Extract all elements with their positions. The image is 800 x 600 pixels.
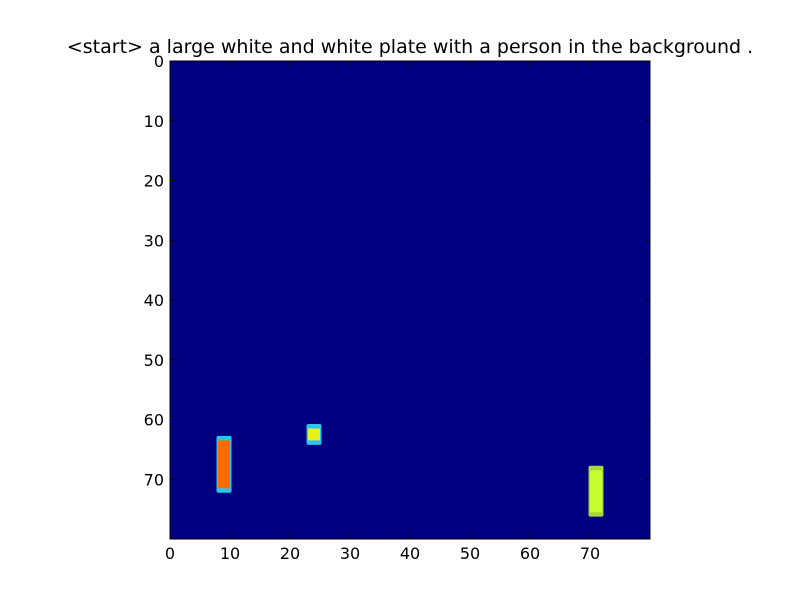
y-tick-label: 40 [144, 291, 164, 310]
heatmap-cell-2 [306, 423, 322, 445]
heatmap-cell-1 [216, 435, 232, 493]
x-tick-label: 10 [220, 544, 240, 563]
x-tick-label: 0 [165, 544, 175, 563]
y-tick-label: 10 [144, 112, 164, 131]
heatmap-cell-3 [588, 465, 604, 517]
y-tick-label: 0 [154, 52, 164, 71]
chart-title: <start> a large white and white plate wi… [67, 36, 753, 58]
heatmap-background [170, 61, 650, 539]
x-tick-label: 40 [400, 544, 420, 563]
plot-area [169, 60, 651, 540]
x-tick-label: 50 [460, 544, 480, 563]
y-tick-label: 50 [144, 351, 164, 370]
y-axis-ticks: 0 10 20 30 40 50 60 70 [144, 52, 650, 489]
y-tick-label: 20 [144, 172, 164, 191]
x-tick-label: 70 [580, 544, 600, 563]
x-tick-label: 20 [280, 544, 300, 563]
heatmap-cell-core [590, 470, 602, 513]
x-tick-label: 30 [340, 544, 360, 563]
y-tick-label: 70 [144, 470, 164, 489]
x-axis-ticks: 0 10 20 30 40 50 60 70 [165, 61, 600, 563]
heatmap-cell-core [218, 440, 230, 489]
y-tick-label: 60 [144, 411, 164, 430]
x-tick-label: 60 [520, 544, 540, 563]
y-tick-label: 30 [144, 231, 164, 250]
heatmap-cell-core [308, 428, 320, 441]
